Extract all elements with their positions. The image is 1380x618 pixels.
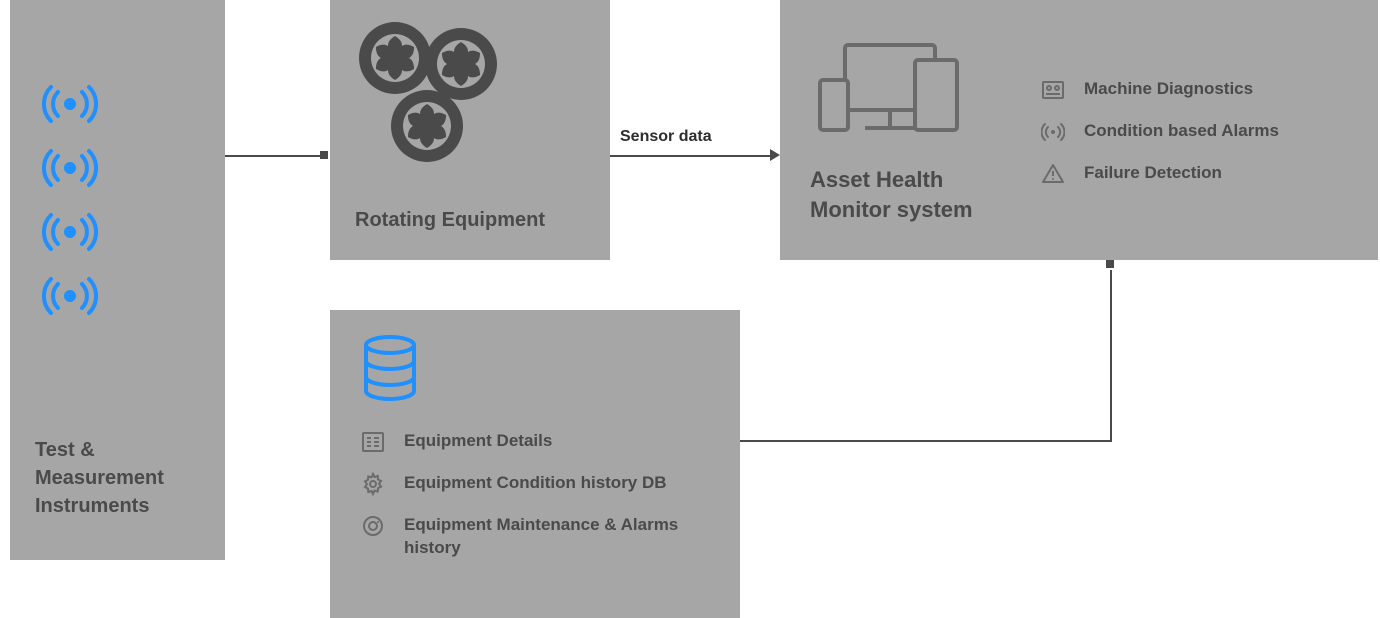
instruments-title: Test & Measurement Instruments — [35, 436, 225, 520]
node-monitor: Asset Health Monitor system Machine Diag… — [780, 0, 1378, 260]
warning-icon — [1040, 162, 1066, 186]
list-item-label: Equipment Condition history DB — [404, 472, 667, 495]
list-item: Equipment Condition history DB — [360, 472, 720, 496]
wifi-icon-column — [40, 80, 100, 336]
list-item-label: Equipment Details — [404, 430, 552, 453]
node-rotating: Rotating Equipment — [330, 0, 610, 260]
edge-label: Sensor data — [620, 128, 712, 146]
list-item: Machine Diagnostics — [1040, 78, 1358, 102]
diagnostics-icon — [1040, 78, 1066, 102]
list-item: Equipment Maintenance & Alarms history — [360, 514, 720, 560]
list-item-label: Equipment Maintenance & Alarms history — [404, 514, 720, 560]
edge — [610, 155, 770, 157]
list-item: Condition based Alarms — [1040, 120, 1358, 144]
edge — [1110, 270, 1112, 442]
database-icon — [360, 335, 420, 410]
monitor-title: Asset Health Monitor system — [810, 165, 1010, 224]
list-item-label: Failure Detection — [1084, 162, 1222, 185]
node-datastore: Equipment Details Equipment Condition hi… — [330, 310, 740, 618]
list-item: Failure Detection — [1040, 162, 1358, 186]
wifi-signal-icon — [40, 208, 100, 256]
wifi-signal-icon — [40, 80, 100, 128]
edge — [740, 440, 1112, 442]
edge-end — [1106, 260, 1114, 268]
details-icon — [360, 430, 386, 454]
wifi-signal-icon — [40, 144, 100, 192]
signal-icon — [1040, 120, 1066, 144]
wifi-signal-icon — [40, 272, 100, 320]
list-item-label: Machine Diagnostics — [1084, 78, 1253, 101]
camera-icon — [360, 514, 386, 538]
fan-cluster-icon — [355, 18, 505, 173]
edge — [225, 155, 320, 157]
rotating-title: Rotating Equipment — [355, 209, 545, 232]
edge-end — [320, 151, 328, 159]
edge-arrow — [770, 149, 780, 161]
list-item-label: Condition based Alarms — [1084, 120, 1279, 143]
node-instruments: Test & Measurement Instruments — [10, 0, 225, 560]
devices-icon — [810, 30, 960, 155]
gear-icon — [360, 472, 386, 496]
list-item: Equipment Details — [360, 430, 720, 454]
